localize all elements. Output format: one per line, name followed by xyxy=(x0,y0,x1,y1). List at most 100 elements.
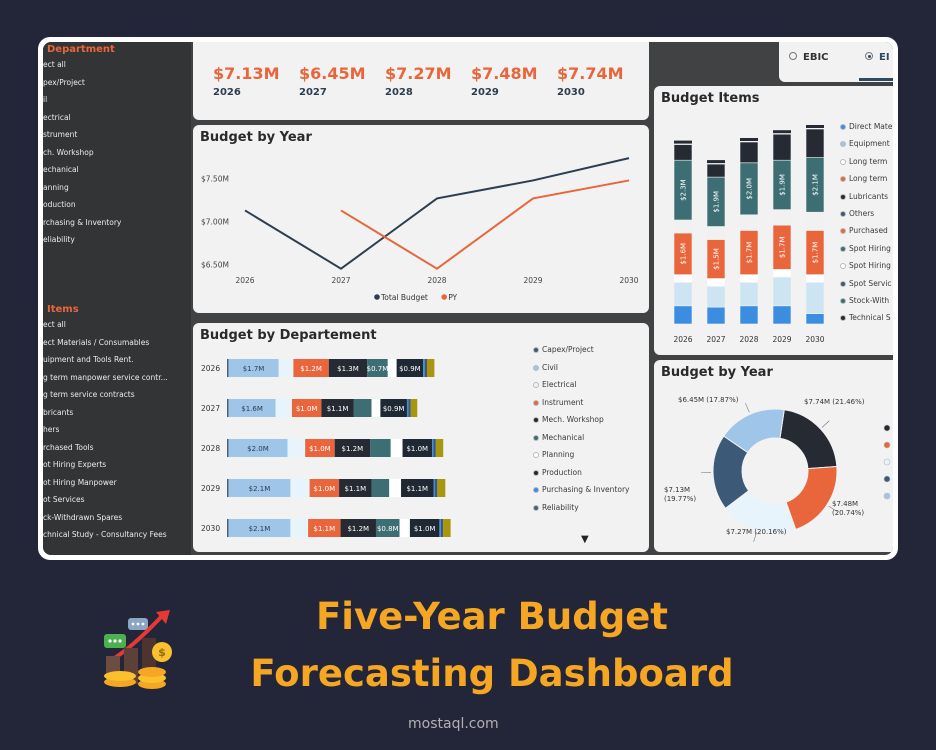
legend-dot xyxy=(533,399,539,406)
item-filter-option[interactable]: ot Hiring Manpower xyxy=(43,477,117,487)
legend-dot xyxy=(533,487,539,493)
bar-segment xyxy=(371,479,390,497)
item-filter-option[interactable]: bricants xyxy=(43,407,74,417)
kpi-card-2029: $7.48M 2029 xyxy=(471,64,538,98)
item-filter-option[interactable]: ck-Withdrawn Spares xyxy=(43,512,123,522)
donut-leader-line xyxy=(828,505,838,512)
kpi-value: $7.48M xyxy=(471,64,538,83)
bar-segment xyxy=(435,439,444,457)
legend-item: Mechanical xyxy=(533,433,584,442)
item-filter-option[interactable]: ot Hiring Experts xyxy=(43,460,107,469)
department-filter-option[interactable]: ectrical xyxy=(43,112,71,122)
legend-item: Equipment xyxy=(840,139,890,148)
item-filter-option[interactable]: ect all xyxy=(43,320,66,329)
item-filter-option[interactable]: chnical Study - Consultancy Fees xyxy=(43,530,167,539)
tab-ei[interactable]: EI xyxy=(865,52,890,63)
row-label: 2029 xyxy=(201,484,220,493)
legend-marker xyxy=(883,424,891,432)
bar-data-label: $1.0M xyxy=(414,525,436,533)
bar-segment xyxy=(278,359,294,377)
legend-dot xyxy=(840,263,846,270)
row-label: 2030 xyxy=(201,524,220,533)
budget-items-stacked-chart: $1.6M $2.3M 2026 $1.5M $1.9M 2027 $1.7M $2.0M 20… xyxy=(673,125,825,344)
donut-data-label: $6.45M (17.87%) xyxy=(678,396,739,404)
bar-segment xyxy=(433,439,436,457)
legend-label: Instrument xyxy=(542,397,584,407)
bar-data-label: $1.9M xyxy=(779,174,787,196)
department-filter-option[interactable]: echanical xyxy=(43,165,79,174)
department-filter-option[interactable]: ect all xyxy=(43,60,66,69)
legend-dot xyxy=(840,141,846,148)
bar-data-label: $1.1M xyxy=(345,485,367,493)
department-filter-option[interactable]: il xyxy=(43,95,48,104)
item-filter-option[interactable]: g term service contracts xyxy=(43,390,135,399)
legend-label: Capex/Project xyxy=(542,345,594,354)
department-filter-option[interactable]: eliability xyxy=(43,235,75,244)
stacked-bar-segment xyxy=(706,226,726,240)
department-filter-option[interactable]: oduction xyxy=(43,200,76,209)
scroll-down-icon[interactable]: ▼ xyxy=(581,534,589,545)
department-filter-option[interactable]: strument xyxy=(43,130,78,139)
legend-label: Long term xyxy=(849,156,888,166)
bar-data-label: $1.0M xyxy=(406,445,428,453)
bar-segment xyxy=(290,479,310,497)
item-filter-option[interactable]: g term manpower service contr... xyxy=(43,372,168,382)
legend-label: PY xyxy=(448,293,457,302)
legend-dot xyxy=(840,211,846,217)
bar-data-label: $1.7M xyxy=(746,242,754,264)
legend-label: Long term xyxy=(849,174,888,184)
bar-segment xyxy=(370,439,391,457)
department-filter-option[interactable]: ch. Workshop xyxy=(43,147,94,157)
item-filter-option[interactable]: uipment and Tools Rent. xyxy=(43,355,134,364)
bar-segment xyxy=(228,479,291,497)
legend-marker xyxy=(883,492,891,500)
legend-label: Electrical xyxy=(542,380,577,389)
legend-label: Mech. Workshop xyxy=(542,415,604,424)
bar-segment xyxy=(387,359,397,377)
legend-label: Stock-With xyxy=(849,296,890,305)
item-filter-option[interactable]: rchased Tools xyxy=(43,442,94,452)
bar-data-label: $1.2M xyxy=(300,365,322,373)
x-tick-label: 2030 xyxy=(805,335,824,344)
bar-segment xyxy=(287,439,306,457)
bar-data-label: $1.3M xyxy=(337,365,359,373)
bar-cap xyxy=(674,140,692,144)
stacked-bar-segment xyxy=(673,219,693,234)
bar-data-label: $2.1M xyxy=(249,525,271,533)
bar-segment xyxy=(305,439,335,457)
legend-item: Instrument xyxy=(533,398,583,407)
y-tick-label: $6.50M xyxy=(201,260,229,269)
legend-label: Spot Servic xyxy=(849,278,892,288)
row-label: 2028 xyxy=(201,444,220,453)
department-filter-option[interactable]: rchasing & Inventory xyxy=(43,217,122,227)
bar-segment xyxy=(228,399,276,417)
stacked-bar-segment xyxy=(739,141,759,164)
donut-slice-2029 xyxy=(785,465,838,531)
donut-leader-line xyxy=(745,403,750,413)
x-tick-label: 2030 xyxy=(619,276,638,285)
bar-data-label: $0.9M xyxy=(399,365,421,373)
bar-segment xyxy=(334,439,371,457)
bar-segment xyxy=(309,479,340,497)
bar-data-label: $1.0M xyxy=(296,405,318,413)
department-filter-option[interactable]: anning xyxy=(43,182,69,192)
stacked-bar-segment xyxy=(739,282,759,307)
item-filter-option[interactable]: ect Materials / Consumables xyxy=(43,337,150,347)
bar-segment xyxy=(424,359,428,377)
items-filter-list: ect all ect Materials / Consumables uipmen… xyxy=(43,316,168,544)
item-filter-option[interactable]: ot Services xyxy=(43,495,85,504)
legend-dot xyxy=(840,228,846,235)
bar-cap xyxy=(773,130,791,134)
department-filter-option[interactable]: pex/Project xyxy=(43,77,85,87)
bar-data-label: $1.1M xyxy=(406,485,428,493)
bar-cap xyxy=(740,138,758,141)
legend-dot xyxy=(533,452,539,458)
bar-data-label: $1.2M xyxy=(342,445,364,453)
item-filter-option[interactable]: hers xyxy=(43,425,60,434)
bar-segment xyxy=(353,399,372,417)
stacked-bar-segment xyxy=(673,274,693,283)
tab-ebic[interactable]: EBIC xyxy=(789,52,829,63)
legend-dot xyxy=(840,124,846,130)
legend-dot xyxy=(533,382,539,388)
legend-item: Long term xyxy=(840,174,887,183)
